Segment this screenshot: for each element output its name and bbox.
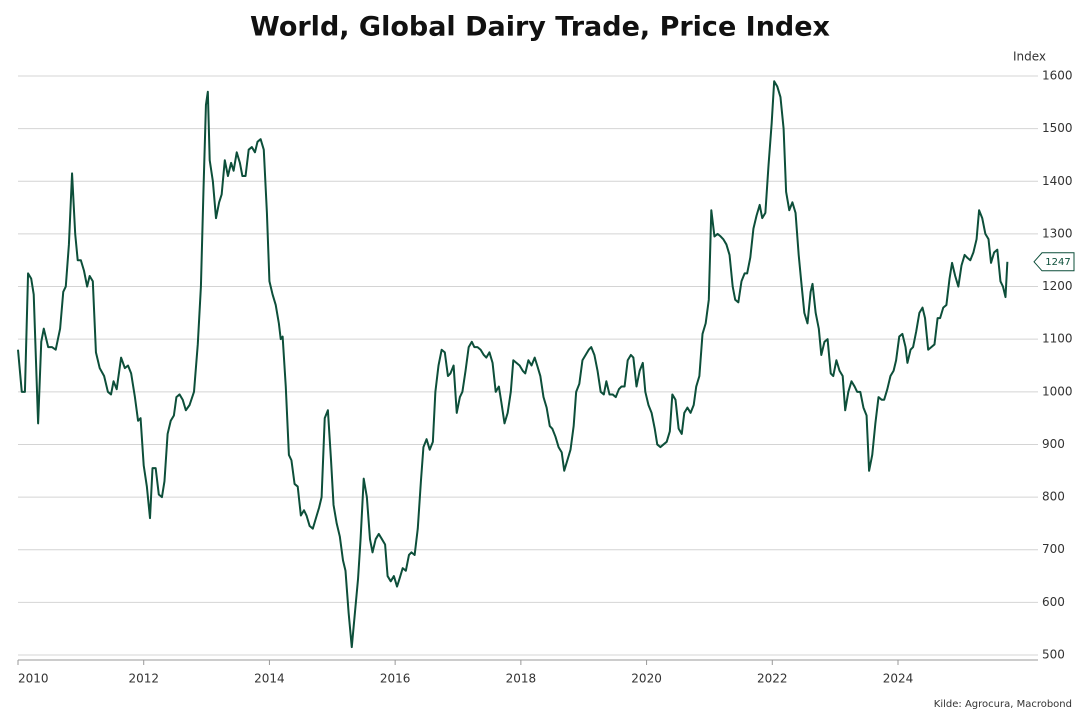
y-tick-label: 600 bbox=[1042, 595, 1065, 609]
y-tick-label: 1000 bbox=[1042, 384, 1073, 398]
last-value-box bbox=[1033, 252, 1075, 272]
line bbox=[17, 80, 1009, 649]
x-tick-label: 2022 bbox=[757, 672, 788, 686]
y-axis-label: Index bbox=[1013, 50, 1046, 64]
y-tick-label: 900 bbox=[1042, 437, 1065, 451]
x-tick-label: 2012 bbox=[128, 672, 159, 686]
y-tick-label: 1600 bbox=[1042, 69, 1073, 83]
last-value-label: 1247 bbox=[1045, 257, 1070, 268]
source: Kilde: Agrocura, Macrobond bbox=[934, 699, 1072, 710]
x-tick-label: 2014 bbox=[254, 672, 285, 686]
x-tick-label: 2016 bbox=[380, 672, 411, 686]
y-tick-label: 1500 bbox=[1042, 121, 1073, 135]
y-tick-label: 1200 bbox=[1042, 279, 1073, 293]
x-tick-label: 2018 bbox=[506, 672, 537, 686]
x-tick-label: 2024 bbox=[883, 672, 914, 686]
y-tick-label: 800 bbox=[1042, 490, 1065, 504]
y-tick-label: 500 bbox=[1042, 648, 1065, 662]
y-tick-label: 1400 bbox=[1042, 174, 1073, 188]
y-tick-label: 700 bbox=[1042, 542, 1065, 556]
x-tick-label: 2020 bbox=[631, 672, 662, 686]
chart-title: World, Global Dairy Trade, Price Index bbox=[250, 12, 830, 43]
y-tick-label: 1300 bbox=[1042, 226, 1073, 240]
y-tick-label: 1100 bbox=[1042, 332, 1073, 346]
x-tick-label: 2010 bbox=[18, 672, 49, 686]
